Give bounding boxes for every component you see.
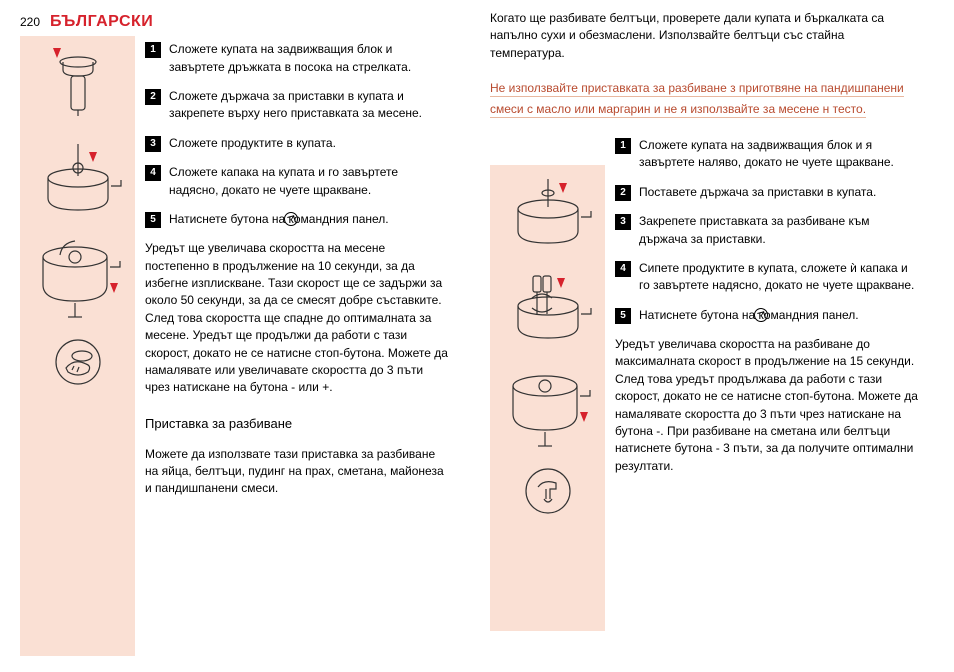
step-text: Сложете купата на задвижващия блок и зав…: [169, 41, 450, 76]
language-title: БЪЛГАРСКИ: [50, 10, 153, 33]
right-body-para: Уредът увеличава скоростта на разбиване …: [615, 336, 920, 475]
page-number: 220: [20, 14, 40, 31]
illus-bowl-arrow: [20, 36, 135, 131]
step-badge: 5: [615, 308, 631, 324]
illus-whisk-attach: [490, 260, 605, 355]
step-text: Сложете продуктите в купата.: [169, 135, 450, 152]
step-4: 4 Сипете продуктите в купата, сложете ѝ …: [615, 260, 920, 295]
step-5: 5 Натиснете бутона на командния панел.: [145, 211, 450, 228]
warning-text: Не използвайте приставката за разбиване …: [490, 81, 904, 117]
step-badge: 4: [145, 165, 161, 181]
right-steps-content: 1 Сложете купата на задвижващия блок и я…: [615, 137, 920, 475]
section-body: Можете да използвате тази приставка за р…: [145, 446, 450, 498]
step-badge: 5: [145, 212, 161, 228]
illus-lid-whisk: [490, 355, 605, 460]
step-badge: 4: [615, 261, 631, 277]
illus-spacer: [20, 393, 135, 643]
step-text: Натиснете бутона на командния панел.: [169, 211, 450, 228]
step-3: 3 Сложете продуктите в купата.: [145, 135, 450, 152]
step-text: Сипете продуктите в купата, сложете ѝ ка…: [639, 260, 920, 295]
step-text: Закрепете приставката за разбиване към д…: [639, 213, 920, 248]
step-text: Сложете капака на купата и го завъртете …: [169, 164, 450, 199]
section-title: Приставка за разбиване: [145, 415, 450, 434]
step-text: Сложете купата на задвижващия блок и я з…: [639, 137, 920, 172]
step-badge: 1: [615, 138, 631, 154]
left-content: 1 Сложете купата на задвижващия блок и з…: [145, 41, 450, 498]
step-4: 4 Сложете капака на купата и го завъртет…: [145, 164, 450, 199]
step-2: 2 Поставете държача за приставки в купат…: [615, 184, 920, 201]
left-illustration-strip: [20, 36, 135, 656]
left-body-para: Уредът ще увеличава скоростта на месене …: [145, 240, 450, 397]
illus-bread-icon: [20, 331, 135, 393]
step-2: 2 Сложете държача за приставки в купата …: [145, 88, 450, 123]
right-content: Когато ще разбивате белтъци, проверете д…: [490, 10, 920, 119]
step-badge: 3: [615, 214, 631, 230]
step-5: 5 Натиснете бутона на командния панел.: [615, 307, 920, 324]
right-warning: Не използвайте приставката за разбиване …: [490, 78, 920, 119]
step-1: 1 Сложете купата на задвижващия блок и з…: [145, 41, 450, 76]
step-text: Поставете държача за приставки в купата.: [639, 184, 920, 201]
step-1: 1 Сложете купата на задвижващия блок и я…: [615, 137, 920, 172]
panel-button-icon: [754, 308, 768, 322]
right-column: Когато ще разбивате белтъци, проверете д…: [490, 10, 920, 512]
step-badge: 1: [145, 42, 161, 58]
step-badge: 2: [615, 185, 631, 201]
panel-button-icon: [284, 212, 298, 226]
illus-lid: [20, 226, 135, 331]
illus-insert-holder: [20, 131, 135, 226]
right-illustration-strip: [490, 165, 605, 631]
illus-bowl-attach: [490, 165, 605, 260]
page-header: 220 БЪЛГАРСКИ: [20, 10, 450, 33]
illus-spacer: [490, 522, 605, 630]
step-badge: 3: [145, 136, 161, 152]
step-badge: 2: [145, 89, 161, 105]
right-intro: Когато ще разбивате белтъци, проверете д…: [490, 10, 920, 62]
step-text: Натиснете бутона на командния панел.: [639, 307, 920, 324]
left-column: 220 БЪЛГАРСКИ: [20, 10, 450, 512]
step-3: 3 Закрепете приставката за разбиване към…: [615, 213, 920, 248]
step-text: Сложете държача за приставки в купата и …: [169, 88, 450, 123]
illus-mixer-icon: [490, 460, 605, 522]
